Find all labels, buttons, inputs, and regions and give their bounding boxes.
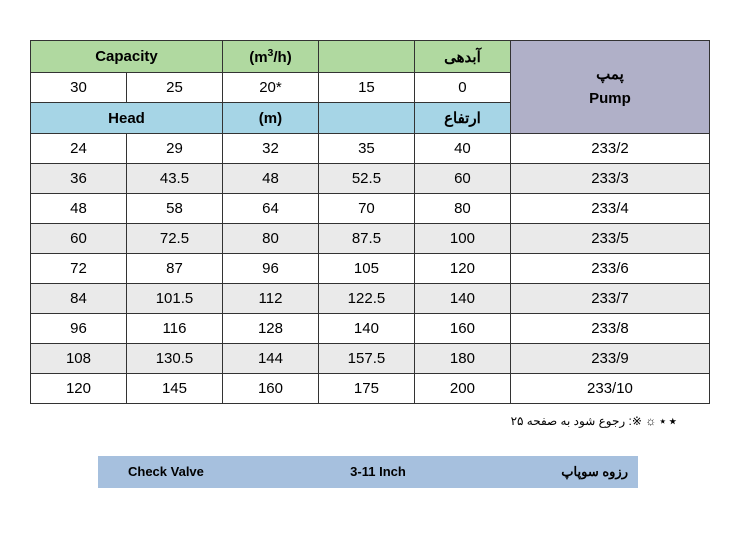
check-valve-label-en: Check Valve: [98, 456, 291, 488]
cell: 84: [31, 284, 127, 314]
cell: 35: [318, 134, 414, 164]
cell: 200: [414, 374, 510, 404]
cell: 140: [318, 314, 414, 344]
cell: 108: [31, 344, 127, 374]
cell: 24: [31, 134, 127, 164]
hdr-head-fa: ارتفاع: [414, 103, 510, 134]
hdr-capacity-unit: (m3/h): [222, 41, 318, 73]
cell: 112: [222, 284, 318, 314]
pump-model: 233/5: [510, 224, 709, 254]
cell: 128: [222, 314, 318, 344]
cell: 160: [414, 314, 510, 344]
cell: 130.5: [126, 344, 222, 374]
check-valve-label-fa: رزوه سوپاپ: [465, 456, 638, 488]
cell: 96: [222, 254, 318, 284]
footnote-text: ٭ ☼ ※: رجوع شود به صفحه ۲۵: [511, 414, 667, 428]
table-row: 96116128140160233/8: [31, 314, 710, 344]
cell: 36: [31, 164, 127, 194]
footnote: ٭ ٭ ☼ ※: رجوع شود به صفحه ۲۵: [30, 414, 676, 428]
hdr-capacity: Capacity: [31, 41, 223, 73]
cell: 40: [414, 134, 510, 164]
cell: 87: [126, 254, 222, 284]
capacity-col-2: 20*: [222, 73, 318, 103]
cell: 72: [31, 254, 127, 284]
cell: 52.5: [318, 164, 414, 194]
table-row: 3643.54852.560233/3: [31, 164, 710, 194]
table-row: 4858647080233/4: [31, 194, 710, 224]
hdr-head-unit: (m): [222, 103, 318, 134]
table-row: 6072.58087.5100233/5: [31, 224, 710, 254]
cell: 120: [414, 254, 510, 284]
pump-model: 233/10: [510, 374, 709, 404]
cell: 116: [126, 314, 222, 344]
cell: 101.5: [126, 284, 222, 314]
capacity-col-0: 30: [31, 73, 127, 103]
pump-model: 233/9: [510, 344, 709, 374]
hdr-pump: پمپPump: [510, 41, 709, 134]
hdr-head: Head: [31, 103, 223, 134]
check-valve-bar: Check Valve 3-11 Inch رزوه سوپاپ: [98, 456, 638, 488]
cell: 120: [31, 374, 127, 404]
cell: 29: [126, 134, 222, 164]
capacity-col-1: 25: [126, 73, 222, 103]
footnote-symbol: ٭: [669, 414, 676, 428]
cell: 96: [31, 314, 127, 344]
table-row: 2429323540233/2: [31, 134, 710, 164]
cell: 140: [414, 284, 510, 314]
capacity-col-3: 15: [318, 73, 414, 103]
cell: 144: [222, 344, 318, 374]
pump-model: 233/7: [510, 284, 709, 314]
cell: 70: [318, 194, 414, 224]
pump-model: 233/4: [510, 194, 709, 224]
table-row: 728796105120233/6: [31, 254, 710, 284]
cell: 48: [222, 164, 318, 194]
check-valve-size: 3-11 Inch: [291, 456, 464, 488]
cell: 64: [222, 194, 318, 224]
cell: 60: [31, 224, 127, 254]
pump-model: 233/3: [510, 164, 709, 194]
cell: 122.5: [318, 284, 414, 314]
cell: 80: [414, 194, 510, 224]
cell: 43.5: [126, 164, 222, 194]
cell: 160: [222, 374, 318, 404]
cell: 145: [126, 374, 222, 404]
cell: 58: [126, 194, 222, 224]
pump-model: 233/8: [510, 314, 709, 344]
table-row: 120145160175200233/10: [31, 374, 710, 404]
cell: 48: [31, 194, 127, 224]
capacity-col-4: 0: [414, 73, 510, 103]
cell: 87.5: [318, 224, 414, 254]
cell: 60: [414, 164, 510, 194]
pump-model: 233/6: [510, 254, 709, 284]
cell: 175: [318, 374, 414, 404]
hdr-capacity-fa: آبدهی: [414, 41, 510, 73]
pump-spec-table: Capacity(m3/h) آبدهیپمپPump 302520*150 Head…: [30, 40, 710, 404]
table-row: 108130.5144157.5180233/9: [31, 344, 710, 374]
cell: 32: [222, 134, 318, 164]
table-row: 84101.5112122.5140233/7: [31, 284, 710, 314]
cell: 100: [414, 224, 510, 254]
pump-model: 233/2: [510, 134, 709, 164]
cell: 180: [414, 344, 510, 374]
cell: 80: [222, 224, 318, 254]
cell: 72.5: [126, 224, 222, 254]
cell: 105: [318, 254, 414, 284]
cell: 157.5: [318, 344, 414, 374]
